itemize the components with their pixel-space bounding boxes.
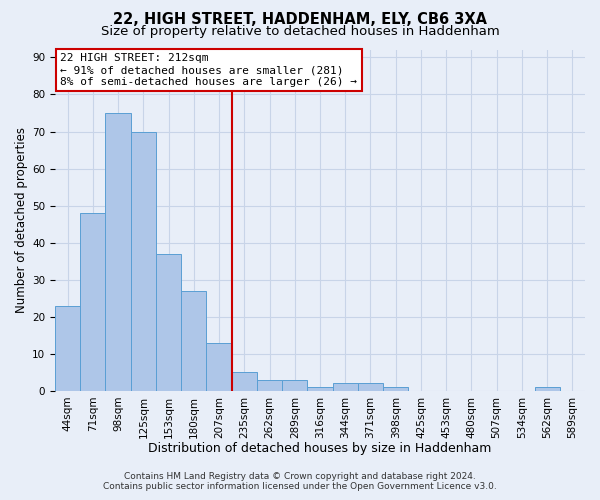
Text: Contains HM Land Registry data © Crown copyright and database right 2024.
Contai: Contains HM Land Registry data © Crown c… [103, 472, 497, 491]
Text: 22 HIGH STREET: 212sqm
← 91% of detached houses are smaller (281)
8% of semi-det: 22 HIGH STREET: 212sqm ← 91% of detached… [61, 54, 358, 86]
Bar [80, 213, 106, 391]
Bar [206, 342, 232, 391]
Bar [535, 387, 560, 391]
Bar [383, 387, 409, 391]
Bar [358, 384, 383, 391]
Y-axis label: Number of detached properties: Number of detached properties [15, 128, 28, 314]
Bar [232, 372, 257, 391]
Text: 22, HIGH STREET, HADDENHAM, ELY, CB6 3XA: 22, HIGH STREET, HADDENHAM, ELY, CB6 3XA [113, 12, 487, 28]
X-axis label: Distribution of detached houses by size in Haddenham: Distribution of detached houses by size … [148, 442, 491, 455]
Bar [55, 306, 80, 391]
Bar [156, 254, 181, 391]
Bar [106, 113, 131, 391]
Bar [131, 132, 156, 391]
Bar [307, 387, 332, 391]
Bar [257, 380, 282, 391]
Text: Size of property relative to detached houses in Haddenham: Size of property relative to detached ho… [101, 25, 499, 38]
Bar [332, 384, 358, 391]
Bar [181, 291, 206, 391]
Bar [282, 380, 307, 391]
